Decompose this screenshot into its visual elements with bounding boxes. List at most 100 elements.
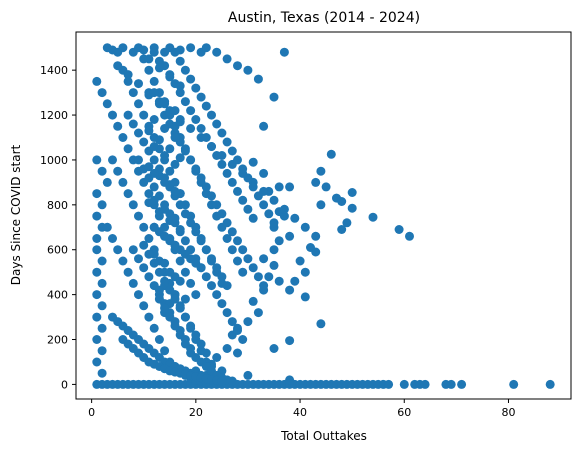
data-point — [321, 182, 331, 192]
data-point — [316, 166, 326, 176]
data-point — [279, 47, 289, 57]
data-point — [243, 65, 253, 75]
data-point — [113, 166, 123, 176]
data-point — [139, 45, 149, 55]
data-point — [154, 135, 164, 145]
data-point — [248, 213, 258, 223]
data-point — [233, 155, 242, 165]
y-axis-ticks: 0 200 400 600 800 1000 1200 1400 — [40, 64, 76, 391]
data-point — [139, 263, 149, 273]
data-point — [285, 375, 295, 385]
data-point — [160, 177, 170, 187]
data-point — [207, 142, 216, 151]
data-point — [170, 213, 180, 223]
data-point — [102, 99, 112, 109]
data-point — [269, 260, 279, 270]
data-point — [113, 61, 123, 71]
data-point — [290, 276, 300, 286]
data-point — [113, 245, 123, 255]
data-point — [316, 200, 326, 210]
data-point — [92, 211, 102, 221]
data-point — [227, 177, 237, 187]
data-point — [128, 278, 138, 288]
data-point — [196, 339, 206, 349]
data-point — [259, 281, 269, 291]
data-point — [186, 218, 196, 228]
data-point — [399, 379, 409, 389]
data-point — [170, 159, 180, 169]
data-point — [108, 110, 117, 120]
data-point — [253, 191, 263, 201]
data-point — [149, 323, 159, 333]
x-axis-ticks: 0 20 40 60 80 — [88, 399, 515, 419]
data-point — [134, 254, 143, 264]
data-point — [118, 43, 128, 53]
data-point — [165, 72, 175, 82]
data-point — [180, 339, 190, 349]
data-point — [170, 133, 180, 142]
data-point — [285, 336, 295, 346]
data-point — [139, 222, 149, 232]
data-point — [186, 321, 196, 331]
data-point — [217, 128, 227, 138]
data-point — [222, 137, 232, 147]
data-point — [269, 92, 279, 102]
data-point — [134, 99, 143, 109]
data-point — [180, 65, 190, 75]
data-point — [269, 195, 279, 205]
data-point — [217, 159, 227, 169]
data-point — [92, 76, 102, 86]
data-point — [337, 225, 347, 234]
data-point — [160, 97, 170, 107]
data-point — [102, 177, 112, 187]
data-point — [149, 115, 159, 124]
data-point — [191, 290, 201, 300]
data-point — [233, 61, 242, 71]
data-point — [154, 335, 164, 344]
data-point — [295, 256, 305, 266]
data-point — [217, 299, 227, 309]
data-point — [175, 81, 185, 91]
data-point — [457, 379, 467, 389]
data-point — [227, 376, 237, 386]
data-point — [243, 254, 253, 264]
data-point — [175, 256, 185, 266]
data-point — [149, 47, 159, 57]
data-point — [134, 128, 143, 138]
data-point — [207, 191, 216, 201]
data-point — [191, 115, 201, 124]
data-point — [170, 106, 180, 116]
data-point — [149, 258, 159, 268]
data-point — [186, 155, 196, 165]
data-point — [149, 195, 159, 205]
data-point — [196, 124, 206, 133]
data-point — [113, 121, 123, 131]
data-point — [238, 195, 248, 205]
data-point — [134, 211, 143, 221]
plot-area-frame — [75, 31, 572, 400]
data-point — [279, 204, 289, 214]
y-tick-label: 1000 — [40, 154, 68, 167]
data-point — [233, 326, 242, 335]
data-point — [191, 330, 201, 340]
data-point — [316, 319, 326, 329]
data-point — [243, 204, 253, 214]
data-point — [212, 290, 222, 300]
data-point — [248, 157, 258, 167]
data-point — [274, 236, 284, 246]
y-tick-label: 1400 — [40, 64, 68, 77]
data-point — [222, 218, 232, 228]
data-point — [233, 236, 242, 246]
data-point — [180, 294, 190, 304]
data-point — [123, 110, 133, 120]
data-point — [175, 200, 185, 210]
y-tick-label: 200 — [47, 334, 68, 347]
data-point — [175, 276, 185, 286]
data-point — [227, 146, 237, 156]
chart-title: Austin, Texas (2014 - 2024) — [228, 10, 420, 26]
x-tick-label: 40 — [293, 406, 307, 419]
data-point — [139, 110, 149, 120]
data-point — [180, 209, 190, 219]
data-point — [243, 317, 253, 327]
